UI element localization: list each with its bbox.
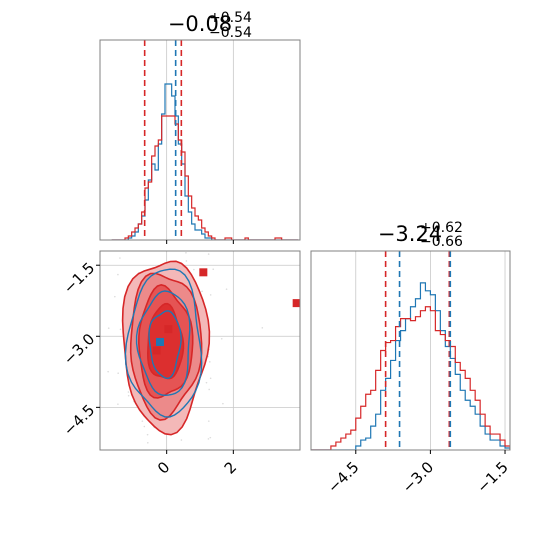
- scatter-point: [220, 337, 223, 340]
- scatter-point: [119, 328, 122, 331]
- p0-hist-quantile-lines: [143, 40, 183, 240]
- scatter-point: [207, 420, 210, 422]
- scatter-point: [151, 209, 153, 211]
- scatter-point: [180, 439, 183, 441]
- scatter-point: [141, 420, 144, 422]
- scatter-point: [146, 433, 149, 436]
- scatter-point: [147, 442, 149, 444]
- scatter-point: [222, 402, 224, 405]
- p0-title-value: −0.08: [168, 12, 232, 36]
- scatter-point: [209, 436, 212, 439]
- scatter-point: [209, 361, 211, 363]
- p0-hist-ticks: [166, 240, 234, 244]
- hist-series-red: [311, 306, 510, 450]
- y-tick-label: −3.0: [60, 330, 98, 368]
- scatter-point: [107, 327, 110, 329]
- scatter-point: [117, 403, 119, 405]
- scatter-point: [205, 381, 208, 384]
- marker-red: [164, 325, 173, 334]
- scatter-point: [114, 295, 116, 298]
- hist-series-red: [111, 115, 299, 240]
- y-tick-label: −1.5: [60, 259, 98, 297]
- y-tick-label: −4.5: [60, 401, 98, 439]
- scatter-point: [201, 290, 203, 293]
- p1-hist-grid: [355, 251, 506, 450]
- scatter-point: [117, 273, 119, 276]
- p0-title: −0.08: [168, 12, 232, 36]
- hist-series-blue: [111, 83, 299, 240]
- marker-red: [152, 346, 161, 355]
- p0-title-plus: +0.54: [209, 10, 252, 26]
- p1-hist-quantile-lines: [384, 251, 452, 450]
- p1-hist-frame: [310, 250, 511, 451]
- contour-blue: [124, 268, 203, 418]
- x-tick-label: −1.5: [473, 458, 511, 496]
- scatter-point: [171, 219, 173, 221]
- contour-blue: [135, 290, 191, 397]
- hist-series-blue: [311, 282, 510, 450]
- scatter-point: [97, 483, 99, 485]
- p1-title-plus: +0.62: [420, 220, 463, 236]
- p1-title-minus: −0.66: [420, 234, 463, 250]
- panel-p0-p1-joint: 0 2 −1.5 −3.0 −4.5: [60, 209, 301, 485]
- marker-red: [199, 268, 208, 277]
- p1-title-value: −3.24: [378, 222, 442, 246]
- panel-p0-histogram: −0.08 +0.54 −0.54: [99, 10, 301, 244]
- contour-red: [146, 302, 185, 380]
- x-tick-label: −4.5: [324, 458, 362, 496]
- joint-frame: [99, 250, 301, 451]
- scatter-point: [261, 327, 264, 329]
- scatter-point: [143, 425, 146, 428]
- p0-hist-grid: [166, 40, 234, 240]
- scatter-point: [113, 225, 115, 227]
- scatter-point: [151, 244, 153, 246]
- joint-contours: [121, 260, 211, 436]
- scatter-point: [185, 260, 188, 262]
- scatter-point: [225, 288, 228, 290]
- p1-hist-series: [311, 282, 510, 450]
- marker-blue: [156, 337, 164, 346]
- scatter-point: [212, 268, 215, 271]
- contour-blue: [148, 310, 182, 380]
- scatter-point: [208, 388, 210, 391]
- x-tick-label: −3.0: [399, 458, 437, 496]
- scatter-point: [193, 268, 195, 271]
- p0-hist-series: [111, 83, 299, 240]
- p0-hist-frame: [99, 39, 301, 241]
- scatter-point: [207, 253, 210, 255]
- joint-markers: [152, 268, 300, 355]
- p0-title-minus: −0.54: [209, 25, 252, 41]
- panel-p1-histogram: −4.5 −3.0 −1.5 −3.24 +0.62 −0.66: [310, 220, 512, 497]
- scatter-point: [119, 257, 121, 259]
- scatter-point: [207, 438, 210, 440]
- p1-title: −3.24: [378, 222, 442, 246]
- x-tick-label: 2: [221, 458, 240, 477]
- marker-red: [292, 299, 300, 308]
- scatter-point: [185, 252, 187, 254]
- scatter-point: [209, 377, 212, 380]
- scatter-point: [117, 372, 119, 375]
- p1-hist-ticks: −4.5 −3.0 −1.5: [324, 450, 512, 497]
- scatter-point: [127, 394, 130, 397]
- x-tick-label: 0: [154, 458, 173, 477]
- scatter-point: [209, 294, 212, 296]
- scatter-point: [107, 370, 109, 373]
- scatter-point: [127, 391, 130, 393]
